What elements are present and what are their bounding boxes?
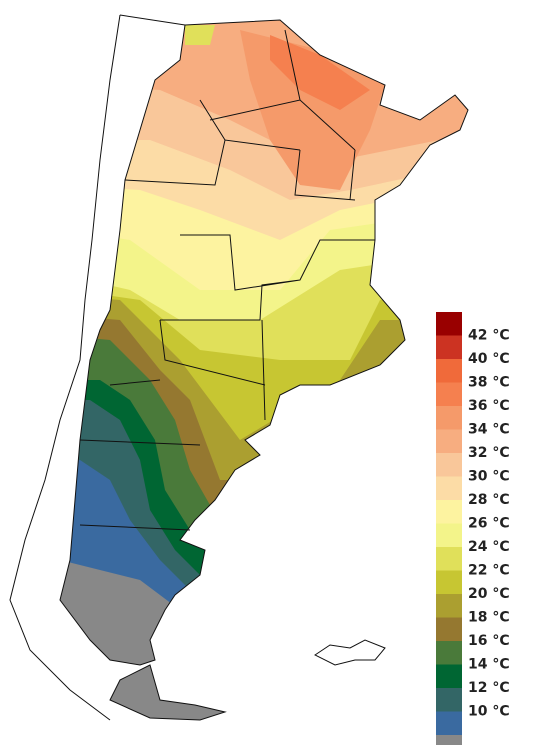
legend-swatch [436,617,462,642]
country-border [59,19,469,721]
legend-swatch [436,359,462,383]
legend-label: 40 °C [468,351,510,367]
legend-label: 12 °C [468,680,510,696]
legend-swatch [436,382,462,407]
legend-swatch [436,547,462,571]
legend-label: 24 °C [468,539,510,555]
legend-label: 30 °C [468,469,510,485]
legend-swatch [436,735,462,745]
legend-label: 14 °C [468,657,510,673]
legend-swatch [436,335,462,360]
legend-swatch [436,711,462,736]
legend-label: 28 °C [468,492,510,508]
legend-swatch [436,312,462,336]
legend-swatch [436,570,462,595]
legend-label: 38 °C [468,375,510,391]
legend-label: 42 °C [468,328,510,344]
legend-swatch [436,641,462,665]
islands [314,639,386,666]
legend-label: 20 °C [468,586,510,602]
legend-swatch [436,453,462,477]
province-border [79,29,375,531]
legend-label: 18 °C [468,610,510,626]
legend-swatch [436,476,462,501]
legend: 42 °C 40 °C 38 °C 36 °C 34 °C 32 °C 30 °C 28 °C… [436,312,510,745]
legend-swatch [436,523,462,548]
legend-label: 10 °C [468,704,510,720]
legend-label: 26 °C [468,516,510,532]
legend-label: 22 °C [468,563,510,579]
legend-swatch [436,688,462,712]
legend-swatch [436,500,462,524]
legend-label: 36 °C [468,398,510,414]
legend-label: 34 °C [468,422,510,438]
legend-swatch [436,594,462,618]
legend-swatch [436,664,462,689]
neighbour-border [9,14,186,721]
legend-label: 16 °C [468,633,510,649]
legend-label: 32 °C [468,445,510,461]
legend-swatch [436,406,462,430]
legend-swatch [436,429,462,454]
